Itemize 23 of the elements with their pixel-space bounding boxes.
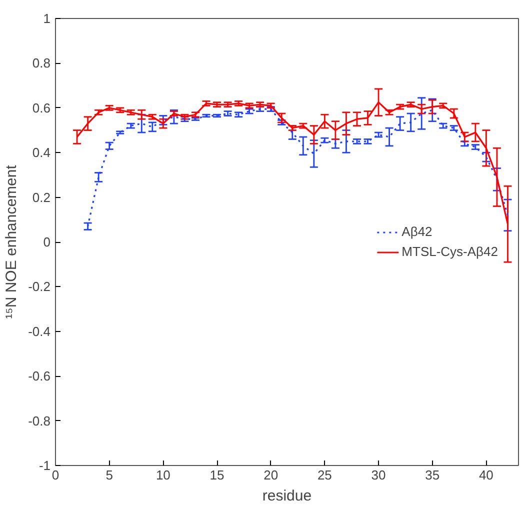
y-tick-label: 0.2 xyxy=(32,190,51,205)
x-tick-label: 15 xyxy=(210,468,224,482)
legend-label: Aβ42 xyxy=(402,224,432,239)
y-tick-label: 0.4 xyxy=(32,145,51,160)
y-tick-label: 0.8 xyxy=(32,56,51,71)
y-tick-label: 1 xyxy=(43,11,51,26)
y-tick-label: -1 xyxy=(38,458,51,473)
x-tick-label: 25 xyxy=(317,468,332,482)
x-tick-label: 10 xyxy=(156,468,170,482)
x-tick-label: 5 xyxy=(106,468,113,482)
y-axis-title: ¹⁵N NOE enhancement xyxy=(3,164,20,319)
x-tick-label: 30 xyxy=(371,468,386,482)
x-tick-label: 20 xyxy=(264,468,278,482)
y-tick-label: -0.4 xyxy=(28,324,51,339)
x-tick-label: 40 xyxy=(478,468,494,482)
legend-label: MTSL-Cys-Aβ42 xyxy=(402,244,498,259)
y-tick-label: -0.2 xyxy=(28,279,51,294)
x-axis-title: residue xyxy=(262,488,312,504)
y-tick-label: 0.6 xyxy=(32,100,51,116)
y-tick-label: -0.6 xyxy=(28,368,51,384)
y-tick-label: 0 xyxy=(43,234,51,250)
y-tick-label: -0.8 xyxy=(28,413,51,428)
x-tick-label: 35 xyxy=(425,468,440,482)
